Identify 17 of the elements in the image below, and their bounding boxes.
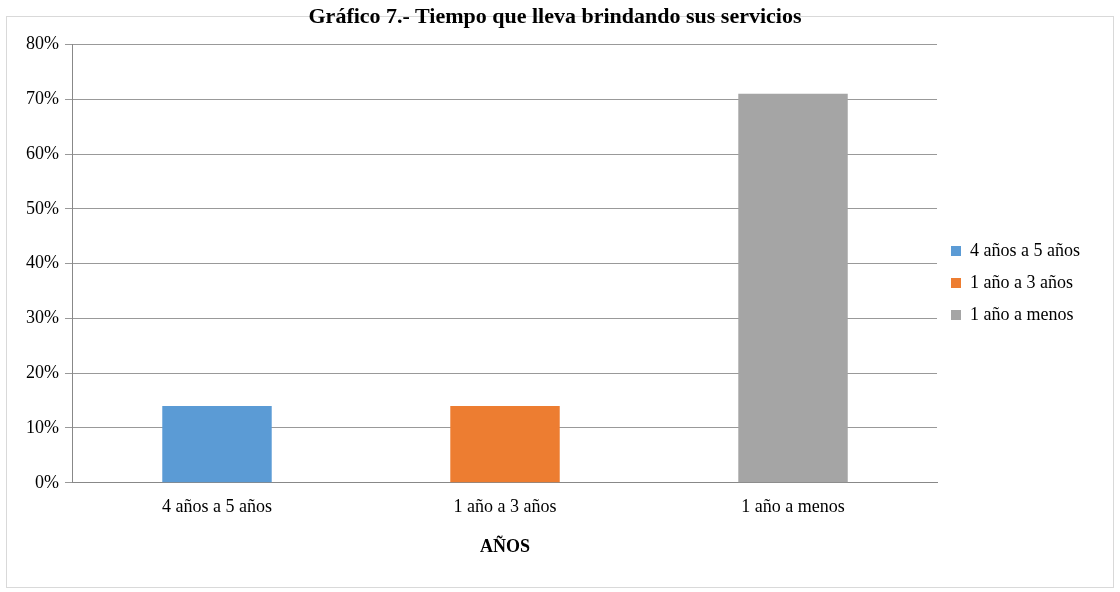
y-tick-label: 0%	[34, 471, 59, 492]
chart-title: Gráfico 7.- Tiempo que lleva brindando sus servicios	[308, 2, 802, 28]
y-tick-label: 10%	[25, 416, 59, 437]
legend-label: 1 año a 3 años	[970, 271, 1074, 292]
x-tick-label: 4 años a 5 años	[162, 496, 272, 517]
y-tick-label: 50%	[25, 197, 59, 218]
y-tick-label: 30%	[25, 307, 59, 328]
x-axis-title: AÑOS	[480, 534, 531, 556]
y-tick-label: 80%	[25, 33, 59, 54]
y-tick-label: 60%	[25, 142, 59, 163]
y-tick-label: 70%	[25, 87, 59, 108]
x-tick-label: 1 año a 3 años	[453, 496, 557, 517]
y-tick-label: 20%	[25, 361, 59, 382]
legend-label: 1 año a menos	[970, 303, 1074, 324]
x-tick-label: 1 año a menos	[741, 496, 845, 517]
y-tick-label: 40%	[25, 252, 59, 273]
legend-label: 4 años a 5 años	[970, 239, 1081, 260]
